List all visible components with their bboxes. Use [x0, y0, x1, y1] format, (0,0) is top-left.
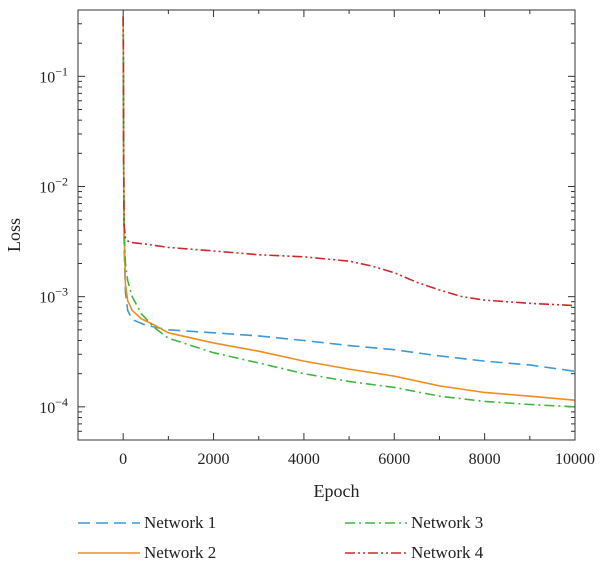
x-tick-label: 2000: [198, 451, 230, 468]
legend-item-network-2: Network 2: [78, 543, 216, 562]
y-axis-label: Loss: [4, 218, 24, 252]
y-tick-label: 10−2: [39, 174, 68, 196]
legend-label: Network 2: [144, 543, 216, 562]
series-line-network-3: [122, 16, 576, 408]
legend-item-network-4: Network 4: [345, 543, 484, 562]
series-lines: [122, 16, 576, 408]
legend-item-network-3: Network 3: [345, 513, 483, 532]
legend-label: Network 1: [144, 513, 216, 532]
series-line-network-2: [122, 16, 576, 401]
y-tick-label: 10−3: [39, 285, 68, 307]
axis-ticks: 0 2000 4000 6000 8000 10000 10−4 10−3 10−2 10−1: [39, 9, 595, 468]
x-tick-label: 4000: [288, 451, 320, 468]
legend-item-network-1: Network 1: [78, 513, 216, 532]
x-tick-label: 8000: [469, 451, 501, 468]
y-tick-label: 10−1: [39, 64, 68, 86]
y-tick-label: 10−4: [39, 395, 68, 417]
legend-label: Network 4: [411, 543, 484, 562]
x-tick-label: 6000: [378, 451, 410, 468]
series-line-network-1: [122, 16, 576, 373]
x-tick-label: 0: [119, 451, 127, 468]
legend: Network 1 Network 2 Network 3 Network 4: [78, 513, 484, 562]
x-tick-label: 10000: [555, 451, 595, 468]
x-axis-label: Epoch: [314, 481, 360, 501]
series-line-network-4: [122, 16, 576, 307]
legend-label: Network 3: [411, 513, 483, 532]
plot-frame: [77, 9, 576, 441]
